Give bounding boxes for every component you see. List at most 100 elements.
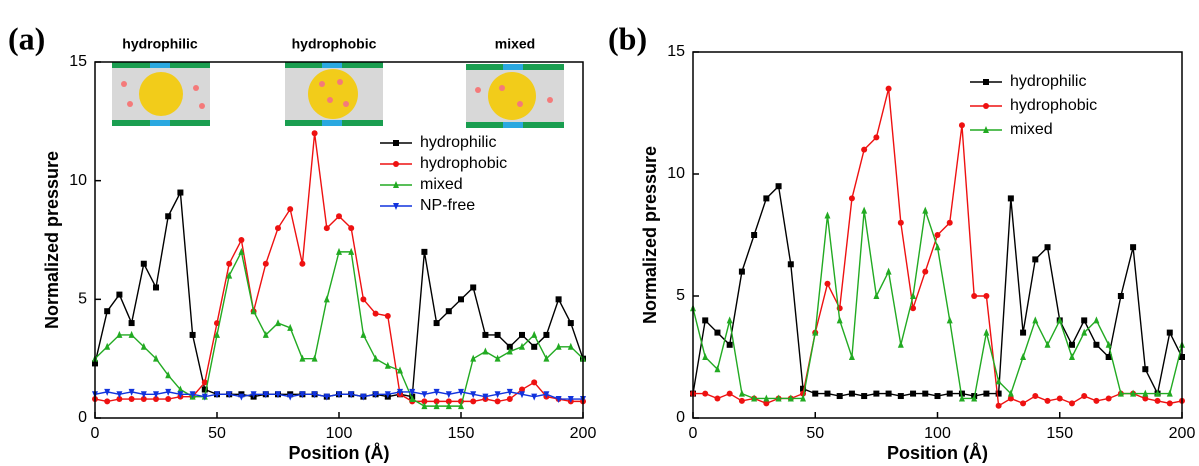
marker <box>1093 341 1100 348</box>
marker <box>433 388 440 396</box>
marker <box>983 328 990 336</box>
y-tick-label: 15 <box>667 43 685 60</box>
marker <box>165 396 172 403</box>
marker <box>348 391 355 399</box>
marker <box>1044 397 1051 404</box>
marker <box>165 371 172 379</box>
marker <box>1044 340 1051 348</box>
marker <box>189 331 196 338</box>
inset-caption: hydrophilic <box>122 36 198 52</box>
marker <box>372 310 379 317</box>
marker <box>128 396 135 403</box>
marker <box>482 331 489 338</box>
x-tick-label: 100 <box>326 425 353 442</box>
series-line <box>94 249 584 407</box>
marker <box>1166 400 1173 407</box>
marker <box>1142 395 1149 402</box>
legend-label: hydrophilic <box>1010 73 1086 90</box>
y-tick-label: 0 <box>676 409 685 426</box>
x-tick-label: 0 <box>689 425 698 442</box>
marker <box>763 195 770 202</box>
marker <box>116 396 123 403</box>
marker <box>1117 389 1124 397</box>
marker <box>726 316 733 324</box>
y-tick-label: 10 <box>69 172 87 189</box>
marker <box>897 219 904 226</box>
marker <box>262 330 269 338</box>
marker <box>372 391 379 399</box>
marker <box>336 391 342 399</box>
marker <box>702 317 709 324</box>
marker <box>275 391 281 399</box>
marker <box>128 330 135 338</box>
marker <box>861 393 868 400</box>
x-tick-label: 150 <box>448 425 475 442</box>
marker <box>531 343 538 350</box>
marker <box>372 354 379 362</box>
marker <box>983 126 989 133</box>
marker <box>1093 397 1100 404</box>
marker <box>1032 256 1039 263</box>
marker <box>153 391 159 399</box>
marker <box>555 342 562 350</box>
marker <box>153 396 159 403</box>
marker <box>238 247 245 255</box>
marker <box>201 393 208 401</box>
marker <box>140 396 147 403</box>
y-tick-label: 15 <box>69 53 87 70</box>
marker <box>393 203 399 210</box>
marker <box>336 247 342 255</box>
marker <box>836 316 843 324</box>
marker <box>104 398 111 405</box>
marker <box>299 354 306 362</box>
marker <box>1007 395 1014 402</box>
marker <box>421 398 428 405</box>
marker <box>275 225 281 232</box>
legend-label: mixed <box>1010 121 1053 138</box>
marker <box>812 328 819 336</box>
marker <box>458 388 464 396</box>
marker <box>873 134 880 141</box>
marker <box>470 398 477 405</box>
marker <box>348 247 355 255</box>
marker <box>726 341 733 348</box>
marker <box>311 354 318 362</box>
marker <box>531 330 538 338</box>
marker <box>567 396 574 404</box>
marker <box>567 342 574 350</box>
marker <box>128 388 135 396</box>
marker <box>958 390 965 397</box>
legend-label: mixed <box>420 176 463 193</box>
marker <box>287 393 294 401</box>
marker <box>1032 316 1039 324</box>
marker <box>238 393 245 401</box>
marker <box>738 268 745 275</box>
marker <box>1068 400 1075 407</box>
marker <box>1068 353 1075 360</box>
marker <box>555 396 562 404</box>
marker <box>1142 366 1149 373</box>
marker <box>567 320 574 327</box>
marker <box>934 393 941 400</box>
marker <box>543 331 550 338</box>
marker <box>287 206 294 213</box>
x-tick-label: 200 <box>1169 425 1196 442</box>
marker <box>836 393 843 400</box>
marker <box>226 391 233 399</box>
marker <box>702 353 709 360</box>
marker <box>1105 340 1112 348</box>
marker <box>531 393 538 401</box>
marker <box>458 296 464 303</box>
marker <box>360 393 367 401</box>
marker <box>983 103 989 109</box>
y-tick-label: 5 <box>676 287 685 304</box>
marker <box>946 219 953 226</box>
marker <box>1044 244 1051 251</box>
marker <box>934 243 941 251</box>
marker <box>958 394 965 402</box>
marker <box>104 308 111 315</box>
series-line <box>692 184 1183 397</box>
panel-label: (a) <box>8 20 45 56</box>
marker <box>238 237 245 243</box>
marker <box>323 393 330 401</box>
